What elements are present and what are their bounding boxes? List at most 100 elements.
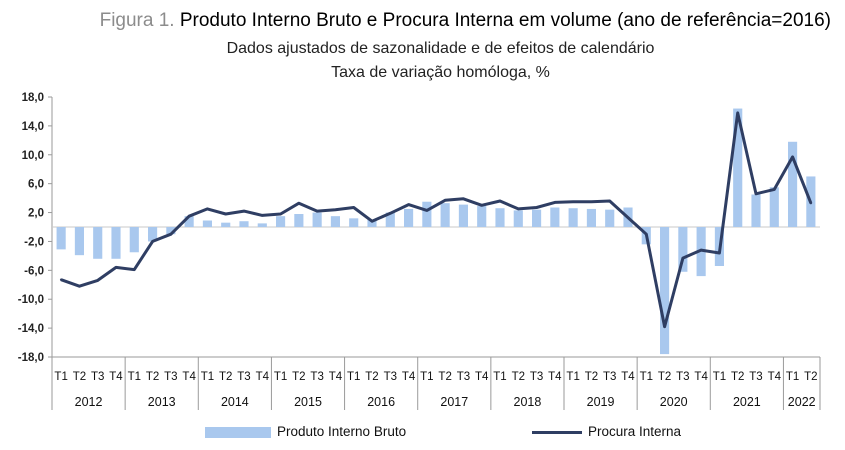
bar-pib: [221, 222, 231, 227]
x-quarter-label: T2: [292, 371, 305, 383]
point-procura-interna: [206, 207, 209, 211]
chart-title: Figura 1. Produto Interno Bruto e Procur…: [100, 10, 831, 32]
bar-pib: [733, 108, 743, 227]
bar-pib: [385, 212, 395, 227]
x-quarter-label: T4: [768, 371, 782, 383]
x-quarter-label: T3: [310, 371, 323, 383]
x-quarter-label: T2: [658, 371, 671, 383]
x-quarter-label: T1: [640, 371, 653, 383]
point-procura-interna: [370, 220, 374, 223]
point-procura-interna: [96, 279, 99, 282]
bar-pib: [605, 209, 615, 227]
x-quarter-label: T3: [164, 371, 177, 383]
x-quarter-label: T2: [219, 371, 232, 383]
bar-pib: [330, 216, 340, 227]
title-prefix: Figura 1.: [99, 10, 175, 31]
point-procura-interna: [663, 325, 666, 328]
x-quarter-label: T4: [621, 371, 635, 383]
x-quarter-label: T2: [438, 371, 451, 383]
y-tick-label: 10,0: [22, 150, 44, 162]
point-procura-interna: [59, 278, 63, 281]
point-procura-interna: [425, 209, 429, 212]
point-procura-interna: [571, 200, 575, 203]
x-quarter-label: T1: [128, 371, 141, 383]
point-procura-interna: [645, 233, 648, 236]
x-year-label: 2020: [660, 395, 688, 409]
point-procura-interna: [133, 268, 136, 271]
bar-pib: [93, 227, 103, 259]
bar-pib: [550, 207, 560, 227]
bar-pib: [312, 212, 322, 227]
bar-pib: [129, 227, 139, 253]
x-year-label: 2014: [221, 395, 249, 409]
x-quarter-label: T4: [256, 371, 270, 383]
point-procura-interna: [754, 192, 758, 195]
bar-pib: [751, 194, 761, 227]
bar-pib: [367, 219, 377, 227]
x-quarter-label: T3: [384, 371, 397, 383]
x-quarter-label: T2: [731, 371, 744, 383]
point-procura-interna: [590, 200, 593, 203]
bar-pib: [678, 227, 688, 272]
x-quarter-label: T4: [475, 371, 489, 383]
y-tick-label: 14,0: [22, 121, 44, 133]
legend-item-pib: Produto Interno Bruto: [205, 424, 406, 439]
point-procura-interna: [809, 201, 813, 205]
point-procura-interna: [297, 201, 301, 205]
x-year-label: 2019: [587, 395, 615, 409]
bar-pib: [166, 227, 176, 235]
point-procura-interna: [736, 111, 739, 115]
x-quarter-label: T4: [182, 371, 196, 383]
bar-pib: [513, 210, 523, 227]
x-quarter-label: T3: [749, 371, 762, 383]
x-quarter-label: T1: [566, 371, 579, 383]
bar-pib: [257, 223, 267, 227]
point-procura-interna: [718, 251, 721, 255]
bar-pib: [74, 227, 84, 256]
x-quarter-label: T2: [365, 371, 378, 383]
x-quarter-label: T4: [329, 371, 343, 383]
x-quarter-label: T4: [402, 371, 416, 383]
point-procura-interna: [443, 199, 447, 202]
line-procura-interna: [60, 111, 813, 329]
bar-pib: [769, 187, 779, 227]
legend-bar-swatch: [205, 426, 271, 438]
x-quarter-label: T1: [54, 371, 67, 383]
bar-pib: [422, 201, 432, 227]
bar-pib: [532, 209, 542, 227]
legend-bar-label: Produto Interno Bruto: [277, 424, 407, 439]
chart-subtitle: Dados ajustados de sazonalidade e de efe…: [226, 40, 655, 57]
x-quarter-label: T2: [585, 371, 598, 383]
x-quarter-label: T3: [530, 371, 543, 383]
y-tick-label: 2,0: [28, 208, 44, 220]
point-procura-interna: [242, 209, 246, 213]
point-procura-interna: [169, 233, 173, 236]
y-tick-label: -2,0: [24, 236, 44, 248]
x-quarter-label: T1: [347, 371, 360, 383]
x-year-label: 2022: [788, 395, 816, 409]
point-procura-interna: [480, 204, 483, 207]
x-year-label: 2018: [514, 395, 542, 409]
x-year-label: 2016: [367, 395, 395, 409]
point-procura-interna: [498, 199, 502, 203]
bar-pib: [568, 208, 578, 227]
bar-pib: [440, 203, 450, 227]
y-tick-label: -10,0: [18, 294, 44, 306]
bar-pib: [349, 218, 359, 227]
bar-pib: [111, 227, 121, 259]
point-procura-interna: [462, 197, 465, 201]
x-quarter-label: T3: [237, 371, 250, 383]
bar-pib: [404, 208, 414, 227]
bar-pib: [586, 208, 596, 227]
bar-pib: [294, 214, 304, 227]
point-procura-interna: [389, 212, 392, 215]
point-procura-interna: [279, 212, 282, 216]
x-year-label: 2017: [440, 395, 468, 409]
bar-pib: [458, 204, 468, 227]
x-quarter-label: T2: [804, 371, 817, 383]
bar-pib: [184, 216, 194, 227]
y-tick-label: -6,0: [24, 265, 44, 277]
x-quarter-label: T1: [274, 371, 287, 383]
